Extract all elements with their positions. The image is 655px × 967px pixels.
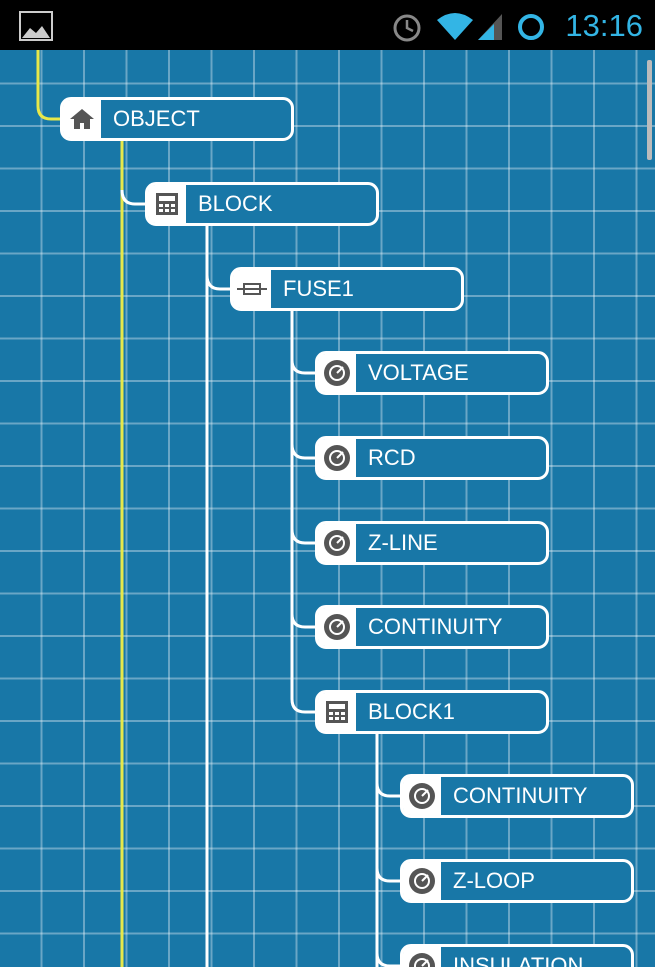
status-bar: 13:16 [0,0,655,50]
scrollbar[interactable] [647,60,652,160]
node-label: Z-LOOP [453,868,535,893]
icon-gauge [318,608,356,646]
connectors [36,50,402,967]
tree-node[interactable]: INSULATION [400,944,634,967]
tree-node[interactable]: BLOCK [145,182,379,226]
tree-node[interactable]: CONTINUITY [315,605,549,649]
status-icons [19,11,544,42]
icon-block [318,693,356,731]
tree-node[interactable]: Z-LINE [315,521,549,565]
clock: 13:16 [565,8,643,43]
tree-node[interactable]: CONTINUITY [400,774,634,818]
tree-node[interactable]: RCD [315,436,549,480]
node-label: CONTINUITY [368,614,503,639]
node-label: VOLTAGE [368,360,469,385]
node-label: FUSE1 [283,276,354,301]
tree-node[interactable]: BLOCK1 [315,690,549,734]
icon-gauge [403,777,441,815]
node-label: BLOCK [198,191,273,216]
node-label: RCD [368,445,416,470]
node-label: CONTINUITY [453,783,588,808]
tree-node[interactable]: OBJECT [60,97,294,141]
tree-canvas: OBJECT BLOCK FUSE1 VOLTAGE RCD Z-LINE CO… [0,50,655,967]
node-label: INSULATION [453,953,584,967]
icon-gauge [318,524,356,562]
icon-house [63,100,101,138]
tree-node[interactable]: VOLTAGE [315,351,549,395]
tree-node[interactable]: FUSE1 [230,267,464,311]
tree-node[interactable]: Z-LOOP [400,859,634,903]
icon-gauge [318,354,356,392]
icon-fuse [233,270,271,308]
icon-gauge [403,862,441,900]
node-label: Z-LINE [368,530,438,555]
icon-gauge [403,947,441,967]
node-label: OBJECT [113,106,200,131]
node-label: BLOCK1 [368,699,455,724]
icon-block [148,185,186,223]
icon-gauge [318,439,356,477]
